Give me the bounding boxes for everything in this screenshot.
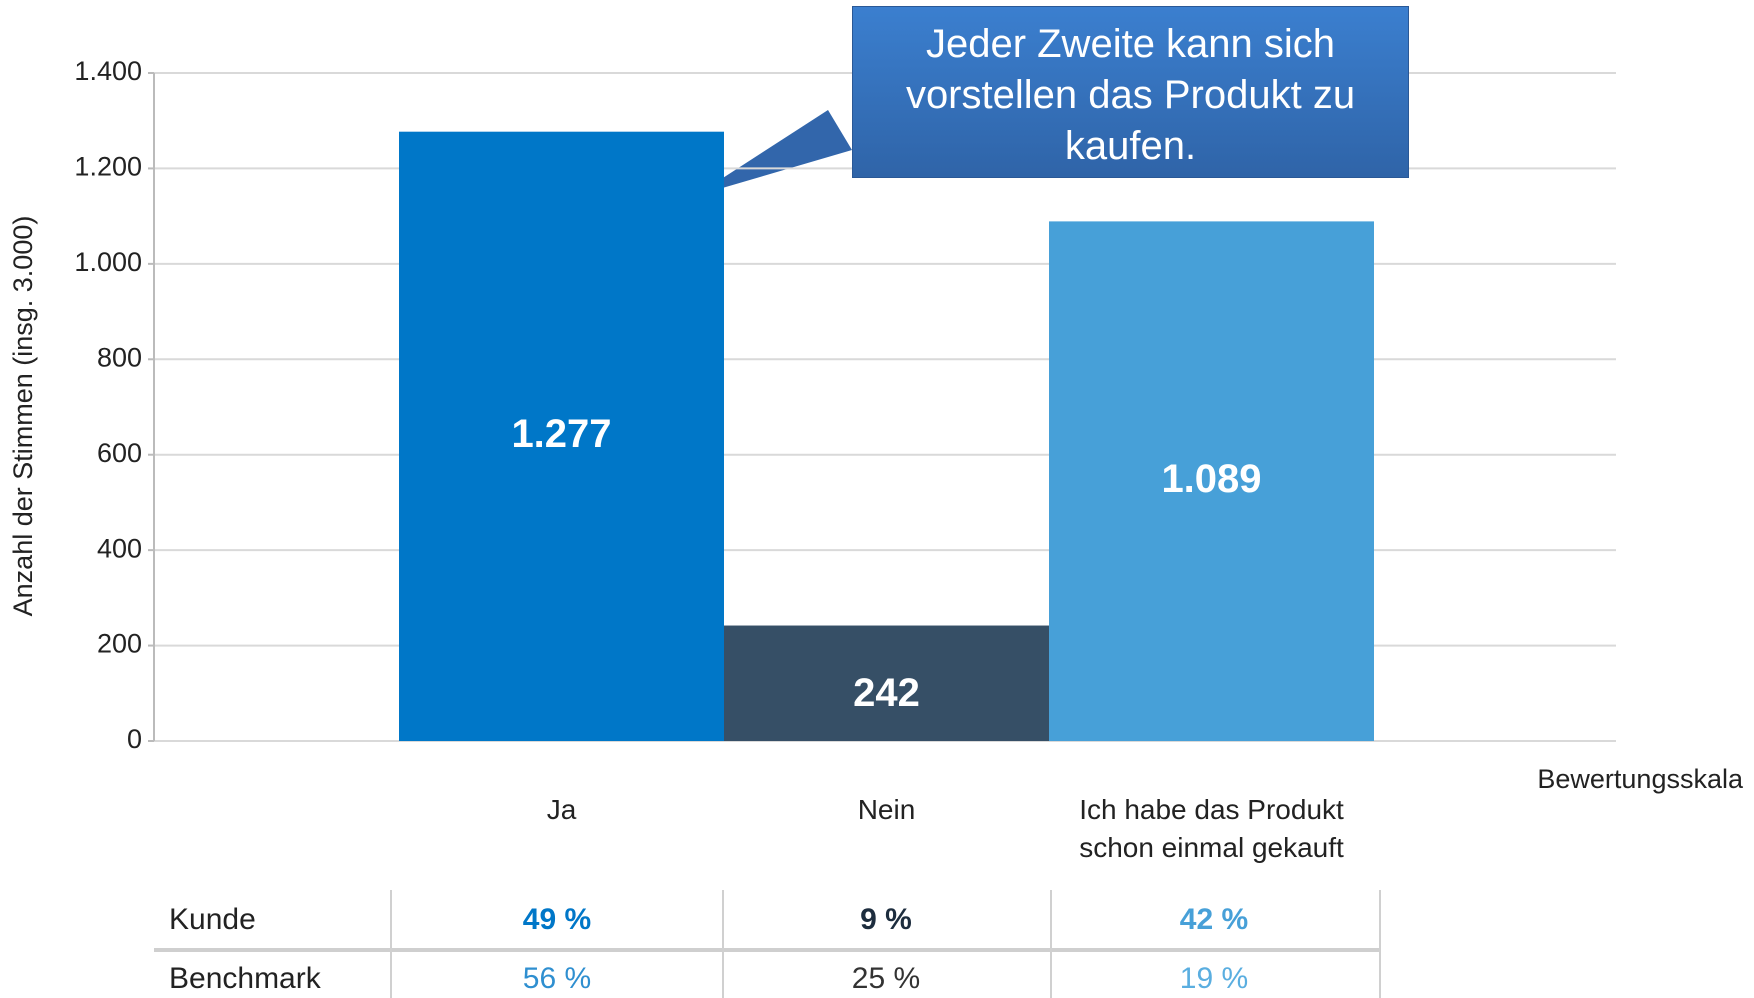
table-cell: 42 % xyxy=(1179,903,1249,936)
value-label: 1.277 xyxy=(511,412,611,456)
x-tick-label: Ja xyxy=(546,794,577,825)
y-tick-label: 0 xyxy=(127,724,142,754)
y-tick-label: 800 xyxy=(97,342,142,372)
x-tick-label: Ich habe das Produkt schon einmal gekauf… xyxy=(1079,794,1344,863)
table-cell: 25 % xyxy=(851,962,921,995)
y-tick-label: 1.200 xyxy=(74,152,142,182)
y-tick-label: 1.400 xyxy=(74,56,142,86)
table-cell: 9 % xyxy=(860,903,912,936)
table-cell: 19 % xyxy=(1179,962,1249,995)
bar xyxy=(724,625,1049,741)
bar xyxy=(399,131,724,741)
x-tick-label: Nein xyxy=(857,794,916,825)
value-label: 242 xyxy=(853,671,920,715)
value-label: 1.089 xyxy=(1161,457,1261,501)
table-columns xyxy=(390,890,1381,998)
callout: Jeder Zweite kann sich vorstellen das Pr… xyxy=(852,6,1409,178)
x-axis-label: Bewertungsskala xyxy=(1537,764,1744,794)
row-label: Benchmark xyxy=(169,962,321,995)
table-cell: 56 % xyxy=(522,962,592,995)
bar xyxy=(1049,221,1374,742)
y-tick-label: 1.000 xyxy=(74,247,142,277)
table-cell: 49 % xyxy=(522,903,592,936)
row-label: Kunde xyxy=(169,903,256,936)
y-axis-label: Anzahl der Stimmen (insg. 3.000) xyxy=(8,216,38,617)
y-tick-label: 600 xyxy=(97,438,142,468)
y-tick-label: 200 xyxy=(97,629,142,659)
callout-pointer xyxy=(695,110,852,196)
y-tick-label: 400 xyxy=(97,533,142,563)
